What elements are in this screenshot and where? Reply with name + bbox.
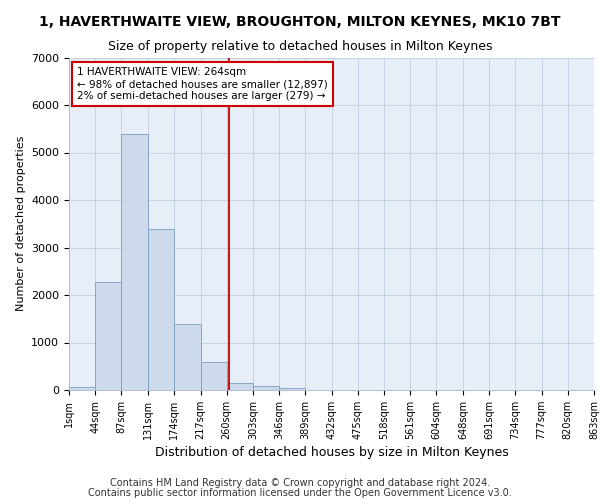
Bar [69, 387, 95, 390]
Y-axis label: Number of detached properties: Number of detached properties [16, 136, 26, 312]
Bar [279, 388, 305, 390]
Text: Contains public sector information licensed under the Open Government Licence v3: Contains public sector information licen… [88, 488, 512, 498]
Bar [200, 362, 227, 390]
Text: 1 HAVERTHWAITE VIEW: 264sqm
← 98% of detached houses are smaller (12,897)
2% of : 1 HAVERTHWAITE VIEW: 264sqm ← 98% of det… [77, 68, 328, 100]
Text: Contains HM Land Registry data © Crown copyright and database right 2024.: Contains HM Land Registry data © Crown c… [110, 478, 490, 488]
Bar [227, 383, 253, 390]
X-axis label: Distribution of detached houses by size in Milton Keynes: Distribution of detached houses by size … [155, 446, 508, 459]
Bar [253, 386, 279, 390]
Bar [175, 324, 200, 390]
Bar [148, 230, 175, 390]
Text: Size of property relative to detached houses in Milton Keynes: Size of property relative to detached ho… [108, 40, 492, 53]
Text: 1, HAVERTHWAITE VIEW, BROUGHTON, MILTON KEYNES, MK10 7BT: 1, HAVERTHWAITE VIEW, BROUGHTON, MILTON … [39, 15, 561, 29]
Bar [121, 134, 148, 390]
Bar [95, 282, 121, 390]
